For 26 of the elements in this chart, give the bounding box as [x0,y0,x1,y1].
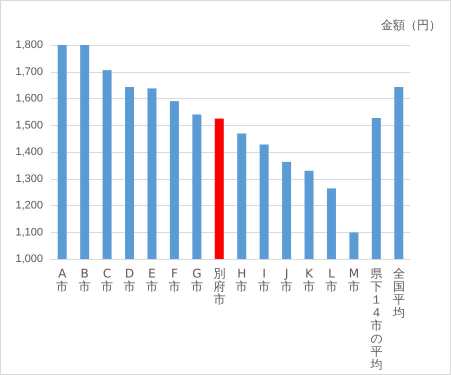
x-tick-label: L市 [325,266,338,294]
y-tick-label: 1,200 [15,200,43,212]
y-axis-title: 金額（円） [381,18,441,32]
x-tick-label: G市 [190,266,203,294]
y-tick-label: 1,400 [15,146,43,158]
x-tick-label: E市 [146,266,158,294]
x-tick-label: 別府市 [213,266,226,306]
x-tick-label: 全国平均 [392,266,405,320]
x-tick-label: J市 [280,266,293,294]
x-tick-label: K市 [303,266,316,294]
y-tick-label: 1,700 [15,66,43,78]
x-tick-label: B市 [78,266,91,294]
y-tick-label: 1,500 [15,119,43,132]
x-tick-label: F市 [168,266,180,294]
x-tick-label: I市 [258,266,270,294]
y-tick-label: 1,000 [15,253,43,265]
x-tick-label: C市 [101,266,114,294]
x-tick-label: 県下１４市の平均 [369,266,382,372]
y-tick-label: 1,800 [15,39,43,51]
y-tick-label: 1,600 [15,92,43,104]
x-tick-label: H市 [236,266,248,294]
y-tick-label: 1,300 [15,172,43,185]
x-tick-label: D市 [124,266,136,294]
y-tick-label: 1,100 [15,226,43,238]
x-tick-label: M市 [348,266,360,294]
x-tick-label: A市 [56,266,68,294]
